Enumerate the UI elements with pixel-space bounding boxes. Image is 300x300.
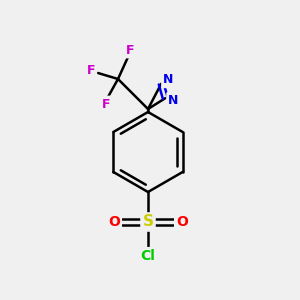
Text: Cl: Cl [141, 249, 155, 263]
Text: O: O [176, 215, 188, 229]
Text: S: S [142, 214, 154, 230]
Text: F: F [102, 98, 110, 110]
Text: N: N [168, 94, 178, 107]
Text: F: F [87, 64, 95, 77]
Text: F: F [126, 44, 134, 56]
Text: N: N [163, 73, 173, 86]
Text: O: O [108, 215, 120, 229]
